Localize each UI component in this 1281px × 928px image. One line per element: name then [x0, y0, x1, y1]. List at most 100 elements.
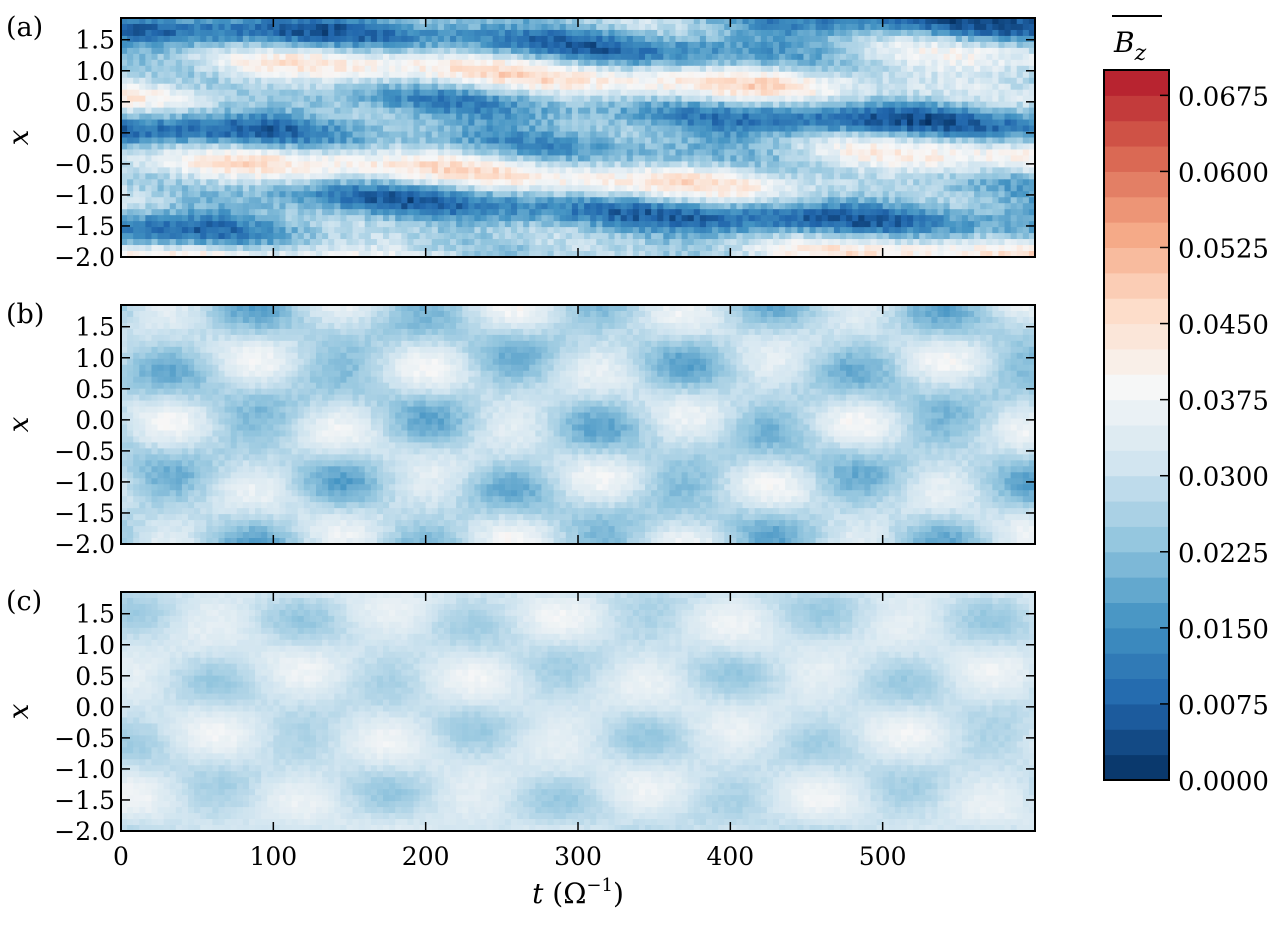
- heatmap-cell: [535, 29, 543, 37]
- heatmap-cell: [803, 113, 811, 121]
- heatmap-cell: [169, 29, 177, 37]
- heatmap-cell: [510, 101, 518, 109]
- heatmap-cell: [1010, 161, 1018, 168]
- heatmap-cell: [571, 41, 579, 49]
- heatmap-cell: [614, 161, 622, 168]
- heatmap-cell: [760, 161, 768, 168]
- heatmap-cell: [267, 215, 274, 222]
- heatmap-cell: [133, 167, 140, 174]
- heatmap-cell: [718, 167, 725, 174]
- heatmap-cell: [1010, 23, 1018, 31]
- heatmap-cell: [724, 203, 731, 210]
- heatmap-cell: [322, 59, 329, 67]
- heatmap-cell: [370, 203, 378, 210]
- heatmap-cell: [456, 41, 463, 49]
- heatmap-cell: [760, 101, 768, 109]
- heatmap-cell: [943, 149, 951, 157]
- heatmap-cell: [285, 143, 293, 151]
- heatmap-cell: [328, 41, 335, 49]
- heatmap-cell: [370, 77, 378, 85]
- heatmap-cell: [303, 215, 311, 222]
- heatmap-cell: [961, 35, 969, 43]
- heatmap-cell: [383, 101, 390, 109]
- heatmap-cell: [992, 47, 1000, 55]
- heatmap-cell: [571, 18, 579, 25]
- heatmap-cell: [888, 65, 896, 73]
- heatmap-cell: [407, 179, 415, 186]
- heatmap-cell: [419, 59, 427, 67]
- heatmap-cell: [504, 18, 512, 25]
- heatmap-cell: [943, 113, 951, 121]
- heatmap-cell: [943, 185, 951, 192]
- heatmap-cell: [462, 65, 469, 73]
- heatmap-cell: [669, 125, 677, 133]
- heatmap-cell: [431, 41, 439, 49]
- heatmap-cell: [480, 209, 488, 216]
- heatmap-cell: [383, 53, 390, 61]
- heatmap-cell: [498, 155, 506, 162]
- heatmap-cell: [395, 89, 402, 97]
- heatmap-cell: [870, 18, 878, 25]
- heatmap-cell: [303, 149, 311, 157]
- heatmap-cell: [553, 35, 561, 43]
- heatmap-cell: [699, 89, 707, 97]
- heatmap-cell: [285, 161, 293, 168]
- heatmap-cell: [456, 203, 463, 210]
- heatmap-cell: [1022, 167, 1030, 174]
- heatmap-cell: [1004, 18, 1012, 25]
- heatmap-cell: [157, 137, 165, 145]
- heatmap-cell: [267, 83, 274, 91]
- heatmap-cell: [742, 161, 750, 168]
- heatmap-cell: [273, 203, 281, 210]
- heatmap-cell: [529, 53, 536, 61]
- heatmap-cell: [443, 113, 451, 121]
- heatmap-cell: [419, 179, 427, 186]
- heatmap-cell: [261, 167, 268, 174]
- heatmap-cell: [206, 125, 213, 133]
- heatmap-cell: [967, 47, 975, 55]
- heatmap-cell: [285, 83, 293, 91]
- heatmap-cell: [376, 47, 384, 55]
- heatmap-cell: [931, 125, 939, 133]
- heatmap-cell: [370, 65, 378, 73]
- heatmap-cell: [559, 35, 567, 43]
- heatmap-cell: [431, 71, 439, 79]
- heatmap-cell: [638, 41, 646, 49]
- heatmap-cell: [748, 47, 756, 55]
- heatmap-cell: [858, 185, 865, 192]
- heatmap-cell: [242, 77, 250, 85]
- heatmap-cell: [498, 101, 506, 109]
- heatmap-cell: [218, 191, 226, 198]
- heatmap-cell: [322, 47, 329, 55]
- heatmap-cell: [705, 167, 713, 174]
- heatmap-cell: [986, 101, 993, 109]
- heatmap-cell: [529, 83, 536, 91]
- heatmap-cell: [736, 107, 744, 115]
- heatmap-cell: [785, 59, 792, 67]
- heatmap-cell: [779, 125, 786, 133]
- heatmap-cell: [559, 173, 567, 180]
- heatmap-cell: [651, 155, 658, 162]
- heatmap-cell: [139, 119, 146, 127]
- heatmap-cell: [669, 23, 677, 31]
- heatmap-cell: [760, 89, 768, 97]
- heatmap-cell: [358, 191, 366, 198]
- heatmap-cell: [626, 65, 634, 73]
- heatmap-cell: [407, 197, 415, 204]
- heatmap-cell: [565, 161, 573, 168]
- heatmap-cell: [840, 18, 847, 25]
- heatmap-cell: [687, 65, 695, 73]
- heatmap-cell: [833, 143, 841, 151]
- heatmap-cell: [401, 197, 408, 204]
- heatmap-cell: [401, 137, 408, 145]
- heatmap-cell: [821, 149, 829, 157]
- heatmap-cell: [486, 119, 494, 127]
- heatmap-cell: [273, 29, 281, 37]
- heatmap-cell: [852, 41, 859, 49]
- heatmap-cell: [547, 59, 555, 67]
- heatmap-cell: [900, 125, 908, 133]
- heatmap-cell: [797, 191, 805, 198]
- heatmap-cell: [687, 113, 695, 121]
- heatmap-cell: [772, 125, 780, 133]
- heatmap-cell: [559, 83, 567, 91]
